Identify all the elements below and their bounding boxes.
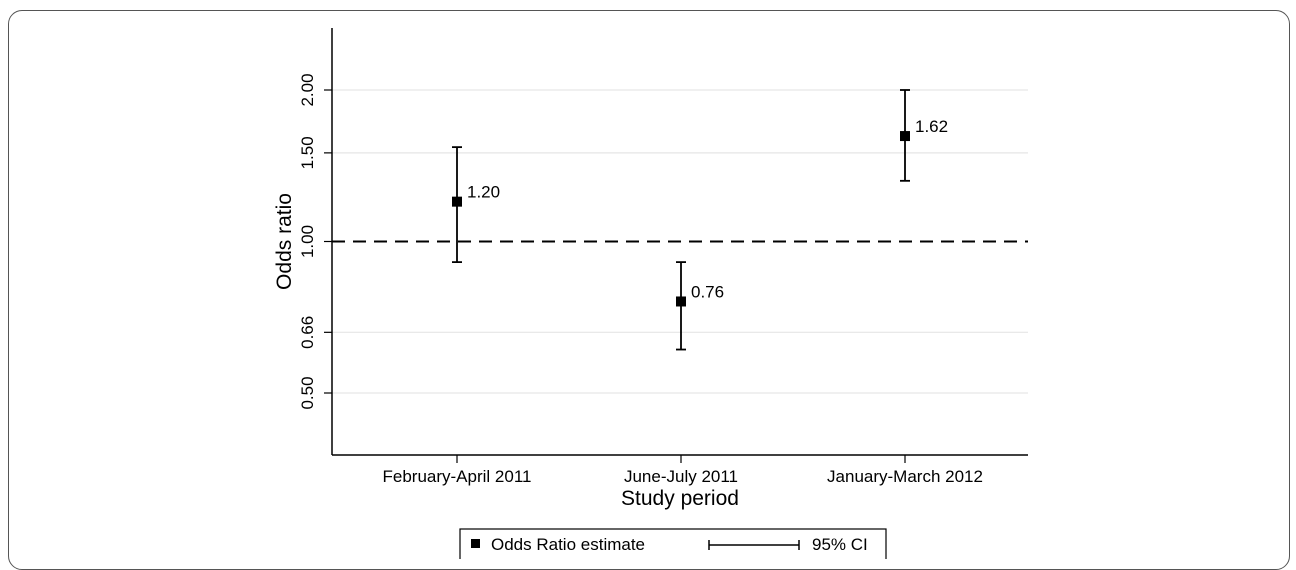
y-tick-label: 0.66 <box>298 316 317 349</box>
legend-square-icon <box>471 539 480 548</box>
y-tick-label: 1.50 <box>298 136 317 169</box>
legend-box <box>459 528 887 559</box>
legend-label-estimate: Odds Ratio estimate <box>491 535 645 554</box>
estimate-marker <box>452 196 462 207</box>
x-axis-title: Study period <box>621 487 739 510</box>
data-label: 0.76 <box>691 282 724 301</box>
estimate-marker <box>676 296 686 307</box>
y-tick-label: 2.00 <box>298 73 317 106</box>
x-tick-label: January-March 2012 <box>827 467 983 486</box>
x-tick-label: February-April 2011 <box>383 467 532 486</box>
y-axis-title: Odds ratio <box>273 193 296 290</box>
y-tick-label: 0.50 <box>298 376 317 409</box>
data-label: 1.20 <box>467 183 500 202</box>
legend-label-ci: 95% CI <box>812 535 868 554</box>
data-label: 1.62 <box>915 117 948 136</box>
estimate-marker <box>900 131 910 142</box>
x-tick-label: June-July 2011 <box>624 467 738 486</box>
y-tick-label: 1.00 <box>298 225 317 258</box>
